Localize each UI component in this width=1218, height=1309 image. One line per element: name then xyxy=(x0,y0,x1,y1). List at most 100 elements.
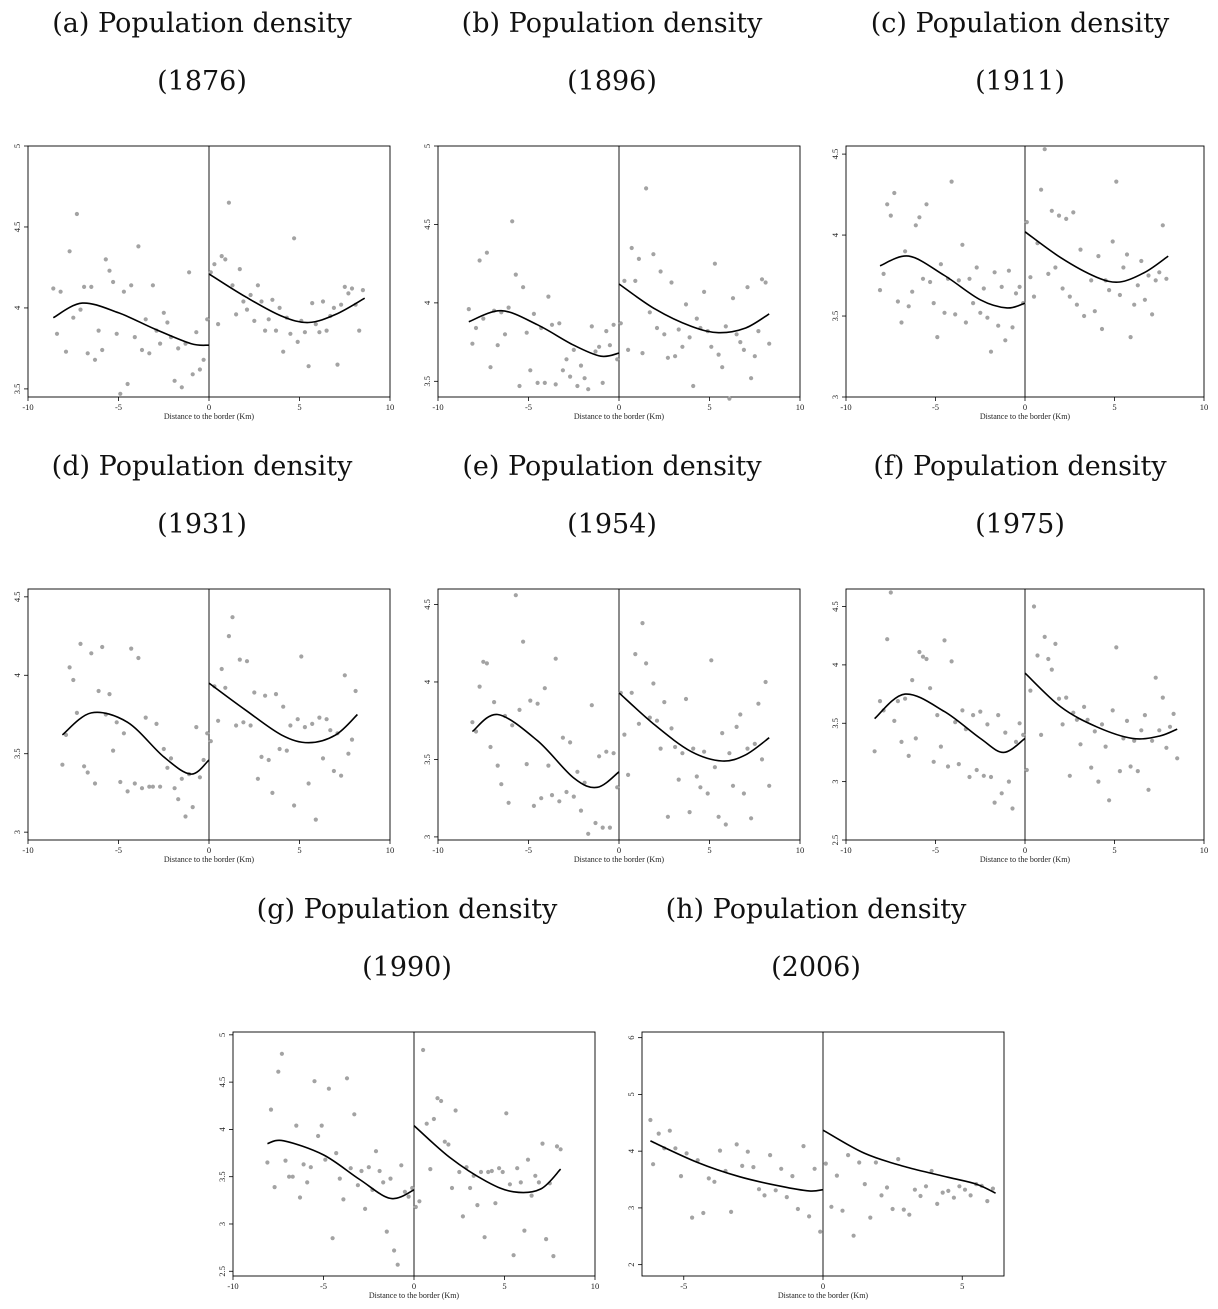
data-point xyxy=(924,202,929,207)
data-point xyxy=(273,328,279,333)
data-point xyxy=(687,810,692,815)
data-point xyxy=(890,1206,895,1212)
data-point xyxy=(139,786,145,791)
data-point xyxy=(665,355,670,360)
data-point xyxy=(524,762,529,767)
data-point xyxy=(470,720,475,725)
data-point xyxy=(125,789,130,794)
data-point xyxy=(515,1166,520,1171)
data-point xyxy=(756,701,761,706)
data-point xyxy=(259,299,264,304)
x-tick-label: 5 xyxy=(297,402,301,412)
y-tick-label: 5 xyxy=(217,1033,227,1037)
data-point xyxy=(647,310,652,315)
data-point xyxy=(968,1193,973,1198)
data-point xyxy=(502,332,508,337)
data-point xyxy=(63,349,69,354)
data-point xyxy=(78,307,83,312)
data-point xyxy=(1046,656,1051,662)
data-point xyxy=(669,726,674,731)
data-point xyxy=(1171,711,1176,716)
data-point xyxy=(266,317,271,322)
data-point xyxy=(546,294,551,299)
x-axis-label: Distance to the border (Km) xyxy=(778,1291,869,1300)
data-point xyxy=(100,347,105,353)
data-point xyxy=(1003,730,1008,735)
data-point xyxy=(647,715,652,720)
data-point xyxy=(85,770,90,775)
data-point xyxy=(615,357,620,362)
data-point xyxy=(428,1167,433,1172)
data-point xyxy=(942,310,947,315)
data-point xyxy=(920,654,926,659)
data-point xyxy=(1010,806,1015,811)
data-point xyxy=(709,344,714,349)
data-point xyxy=(179,776,184,781)
data-point xyxy=(912,1187,917,1192)
data-point xyxy=(100,644,105,650)
data-point xyxy=(903,249,908,254)
data-point xyxy=(421,1047,426,1053)
data-point xyxy=(741,347,746,352)
data-point xyxy=(288,723,293,728)
data-point xyxy=(801,1144,806,1149)
data-point xyxy=(1124,718,1130,723)
data-point xyxy=(749,816,754,821)
data-point xyxy=(549,322,555,327)
data-point xyxy=(629,245,634,251)
data-point xyxy=(923,1184,929,1189)
y-tick-label: 3.5 xyxy=(12,748,22,759)
data-point xyxy=(341,1197,346,1202)
data-point xyxy=(779,1166,784,1171)
data-point xyxy=(618,321,623,326)
data-point xyxy=(759,277,765,282)
data-point xyxy=(381,1180,386,1185)
x-tick-label: 5 xyxy=(707,845,711,855)
data-point xyxy=(176,346,181,351)
data-point xyxy=(237,657,242,662)
data-point xyxy=(435,1096,440,1101)
data-point xyxy=(470,341,475,346)
data-point xyxy=(377,1168,382,1174)
data-point xyxy=(244,659,250,664)
data-point xyxy=(466,307,471,312)
data-point xyxy=(857,1160,862,1165)
fit-curve-left xyxy=(52,302,210,347)
data-point xyxy=(328,728,333,733)
x-tick-label: 5 xyxy=(502,1281,506,1291)
caption-year: (1975) xyxy=(975,509,1065,540)
data-point xyxy=(219,666,224,672)
data-point xyxy=(292,803,297,808)
y-tick-label: 2.5 xyxy=(830,835,840,846)
panel-caption: (h) Population density (2006) xyxy=(614,896,1018,986)
x-tick-label: -5 xyxy=(115,845,122,855)
y-tick-label: 3 xyxy=(12,830,22,834)
data-point xyxy=(953,720,958,725)
data-point xyxy=(846,1153,851,1158)
data-point xyxy=(910,289,915,294)
data-point xyxy=(888,213,893,218)
data-point xyxy=(360,288,365,293)
data-point xyxy=(216,718,221,723)
data-point xyxy=(339,302,344,307)
data-point xyxy=(495,343,500,348)
x-tick-label: -10 xyxy=(432,845,443,855)
data-point xyxy=(342,284,347,289)
caption-year: (1990) xyxy=(362,952,452,983)
data-point xyxy=(205,731,210,736)
fit-curve-left xyxy=(468,309,620,358)
fit-curve-right xyxy=(618,283,770,334)
data-point xyxy=(1096,779,1101,784)
data-point xyxy=(578,363,584,368)
data-point xyxy=(554,1144,560,1149)
data-point xyxy=(248,292,253,298)
caption-title-line: (d) Population density xyxy=(0,453,404,480)
data-point xyxy=(1121,265,1126,270)
data-point xyxy=(676,327,681,332)
data-point xyxy=(673,354,678,359)
fit-curve-left xyxy=(267,1139,415,1200)
data-point xyxy=(301,1162,306,1167)
data-point xyxy=(531,803,536,808)
data-point xyxy=(586,387,591,392)
data-point xyxy=(560,368,565,373)
